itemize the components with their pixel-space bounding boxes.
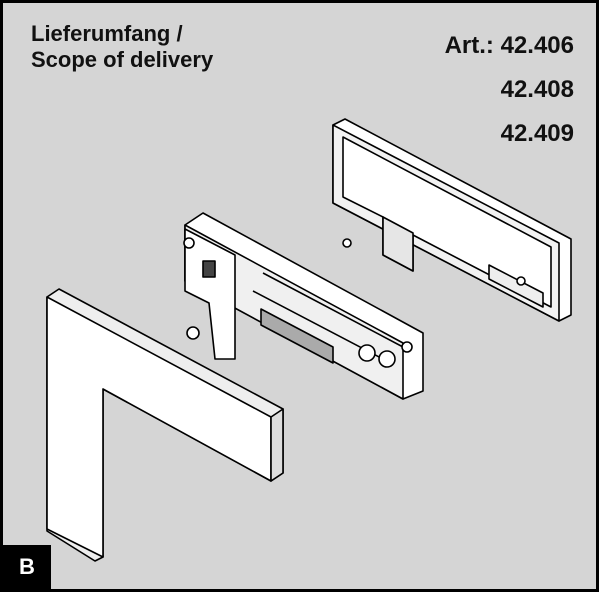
page: Lieferumfang / Scope of delivery Art.: 4…: [0, 0, 599, 592]
title-line: Lieferumfang /: [31, 21, 183, 47]
left-cover: [47, 289, 283, 561]
article-number: Art.: 42.406: [445, 33, 574, 59]
article-number: 42.408: [501, 77, 574, 103]
title-line: Scope of delivery: [31, 47, 213, 73]
article-number: 42.409: [501, 121, 574, 147]
right-cover: [333, 119, 571, 321]
figure-label: B: [3, 545, 51, 589]
